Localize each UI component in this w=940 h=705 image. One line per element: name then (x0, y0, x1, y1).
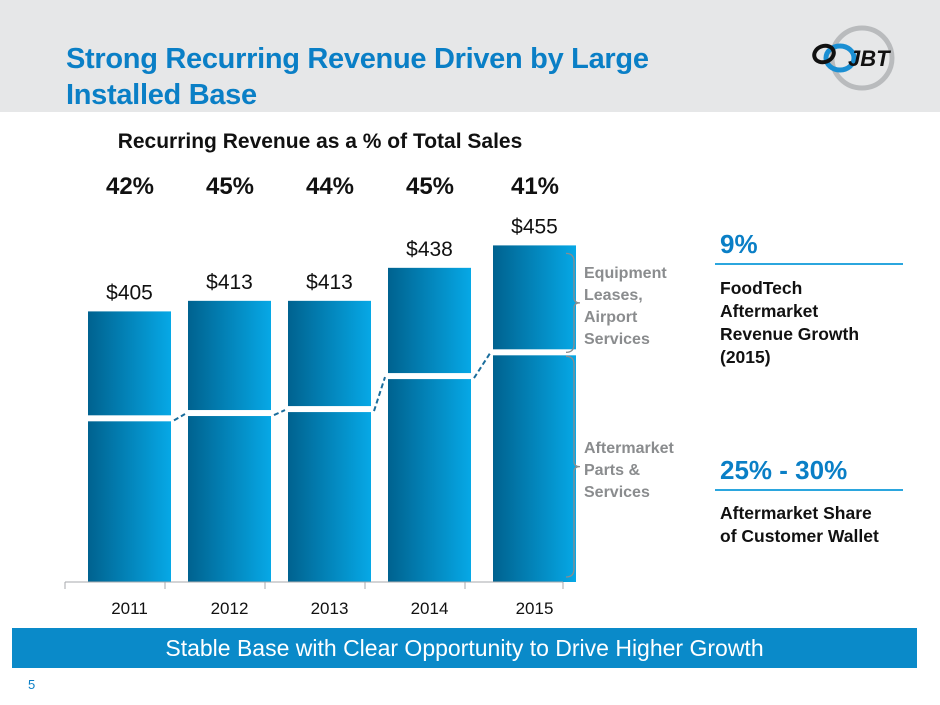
desc-line: FoodTech (720, 278, 803, 298)
trend-line-segment (473, 352, 491, 379)
value-label: $455 (511, 215, 558, 238)
trend-line-segment (273, 409, 286, 416)
bracket-aftermarket (565, 355, 581, 578)
bar-segment-aftermarket (88, 421, 171, 582)
chart-title: Recurring Revenue as a % of Total Sales (117, 130, 523, 153)
logo-text: JBT (848, 46, 891, 71)
desc-line: Revenue Growth (720, 324, 860, 344)
bar-segment-equipment (288, 300, 371, 407)
value-label: $438 (406, 238, 453, 261)
label-line: Parts & (584, 462, 641, 479)
bar-segment-aftermarket (188, 416, 271, 582)
label-line: Services (584, 484, 650, 501)
desc-line: Aftermarket Share (720, 503, 872, 523)
bar-segment-equipment (388, 267, 471, 374)
trend-line-segment (373, 376, 386, 412)
percent-label: 45% (405, 173, 455, 200)
desc-line: of Customer Wallet (720, 526, 879, 546)
bar-segment-aftermarket (288, 412, 371, 582)
label-line: Airport (584, 309, 638, 326)
stat-divider (715, 489, 903, 491)
percent-label: 44% (305, 173, 355, 200)
percent-label: 42% (105, 173, 155, 200)
label-line: Leases, (584, 287, 643, 304)
stat-divider (715, 263, 903, 265)
lower-segment-label: Aftermarket Parts & Services (584, 438, 694, 504)
desc-line: Aftermarket (720, 301, 819, 321)
stat-desc-share: Aftermarket Share of Customer Wallet (720, 502, 930, 548)
desc-line: (2015) (720, 347, 771, 367)
bar-segment-aftermarket (493, 355, 576, 582)
bar-segment-equipment (88, 311, 171, 416)
stat-value-growth: 9% (720, 229, 758, 259)
x-tick-label: 2011 (111, 599, 148, 618)
stat-desc-growth: FoodTech Aftermarket Revenue Growth (201… (720, 277, 930, 369)
label-line: Aftermarket (584, 440, 674, 457)
header-band (0, 0, 940, 112)
bar-segment-aftermarket (388, 379, 471, 582)
x-tick-label: 2012 (211, 599, 249, 618)
upper-segment-label: Equipment Leases, Airport Services (584, 263, 694, 351)
page-title: Strong Recurring Revenue Driven by Large… (66, 43, 649, 111)
x-tick-label: 2013 (311, 599, 349, 618)
jbt-logo-icon: JBT (812, 25, 895, 91)
stat-value-share: 25% - 30% (720, 455, 848, 485)
x-tick-label: 2015 (516, 599, 554, 618)
summary-banner: Stable Base with Clear Opportunity to Dr… (12, 628, 917, 668)
bar-segment-equipment (188, 300, 271, 411)
bar-segment-equipment (493, 245, 576, 350)
page-number: 5 (28, 677, 36, 692)
x-tick-label: 2014 (411, 599, 449, 618)
label-line: Equipment (584, 265, 667, 282)
value-label: $413 (206, 271, 253, 294)
percent-label: 45% (205, 173, 255, 200)
percent-label: 41% (510, 173, 560, 200)
trend-line-segment (173, 413, 186, 422)
value-label: $405 (106, 281, 153, 304)
label-line: Services (584, 331, 650, 348)
value-label: $413 (306, 271, 353, 294)
bracket-equipment (565, 252, 581, 353)
